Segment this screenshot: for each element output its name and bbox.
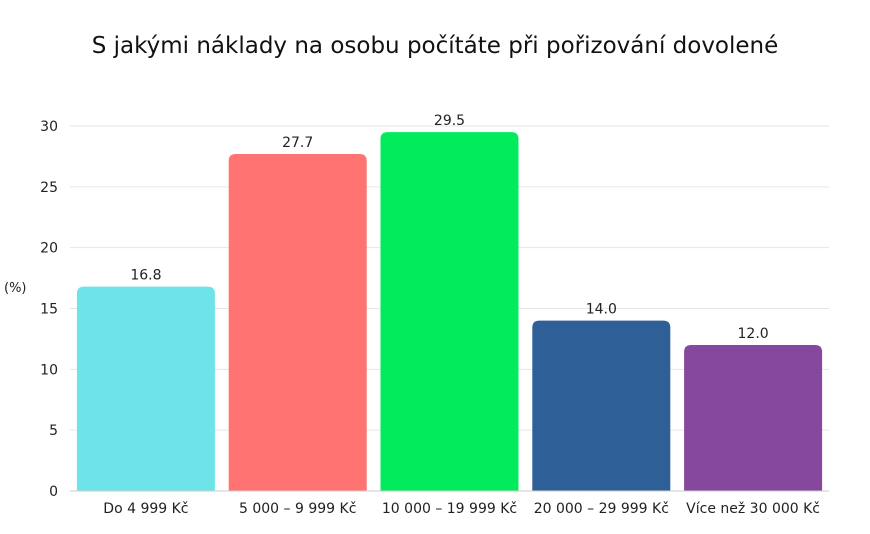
value-labels: 16.8 27.7 29.5 14.0 12.0: [130, 113, 768, 342]
value-label: 29.5: [434, 113, 465, 129]
x-tick-label: Do 4 999 Kč: [103, 501, 188, 517]
y-tick-label: 25: [40, 180, 58, 196]
y-tick-label: 10: [40, 362, 58, 378]
chart-title: S jakými náklady na osobu počítáte při p…: [91, 33, 779, 59]
x-tick-label: 20 000 – 29 999 Kč: [534, 501, 669, 517]
bar: [380, 132, 519, 492]
y-axis-label: (%): [4, 281, 27, 296]
x-tick-label: 10 000 – 19 999 Kč: [382, 501, 517, 517]
bar: [76, 286, 215, 491]
x-tick-label: Více než 30 000 Kč: [686, 501, 820, 517]
y-tick-label: 30: [40, 119, 58, 135]
value-label: 16.8: [130, 268, 161, 284]
y-tick-label: 20: [40, 241, 58, 257]
x-axis-ticks: Do 4 999 Kč 5 000 – 9 999 Kč 10 000 – 19 9…: [103, 501, 820, 517]
value-label: 12.0: [738, 326, 769, 342]
y-axis-ticks: 0 5 10 15 20 25 30: [40, 119, 58, 500]
y-tick-label: 5: [49, 423, 58, 439]
bar: [684, 345, 823, 491]
bars: [76, 132, 823, 492]
bar: [228, 153, 367, 491]
x-tick-label: 5 000 – 9 999 Kč: [239, 501, 356, 517]
y-tick-label: 0: [49, 484, 58, 500]
bar: [532, 320, 671, 491]
value-label: 27.7: [282, 135, 313, 151]
y-tick-label: 15: [40, 302, 58, 318]
value-label: 14.0: [586, 302, 617, 318]
